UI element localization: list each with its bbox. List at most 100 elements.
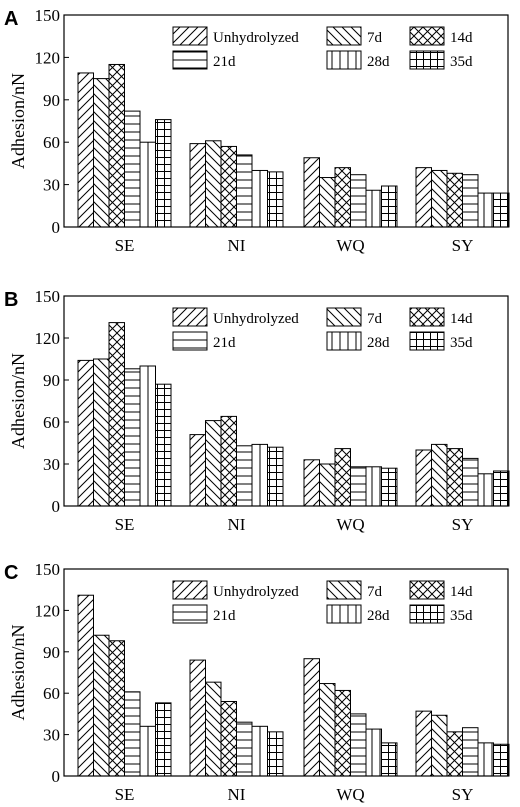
bar-35d-ni (267, 731, 284, 777)
y-tick-label: 0 (52, 767, 61, 786)
legend-swatch-28d (326, 50, 362, 70)
legend-label: 21d (213, 54, 236, 70)
x-category-label: SE (115, 515, 135, 534)
bar-14d-se (108, 322, 125, 507)
y-tick-label: 30 (43, 455, 60, 474)
bar-21d-ni (236, 445, 253, 507)
legend-swatch-unhydrolyzed (172, 26, 208, 46)
x-category-label: SY (452, 236, 474, 255)
y-tick-label: 120 (35, 329, 61, 348)
bar-28d-se (139, 365, 156, 507)
legend-label: 14d (450, 584, 473, 600)
y-axis-label: Adhesion/nN (8, 353, 28, 449)
bar-28d-se (139, 141, 156, 228)
bar-7d-wq (319, 683, 336, 777)
bar-35d-wq (381, 185, 398, 228)
bar-28d-ni (251, 725, 268, 777)
bar-35d-wq (381, 467, 398, 507)
bar-21d-sy (462, 727, 479, 777)
bar-21d-se (124, 691, 141, 777)
bar-28d-sy (477, 742, 494, 777)
legend: Unhydrolyzed 7d 14d 21d 28d 35d (172, 307, 473, 351)
bar-35d-sy (493, 470, 510, 507)
bar-7d-se (93, 358, 110, 507)
x-category-label: NI (228, 515, 246, 534)
y-tick-label: 150 (35, 560, 61, 579)
legend-swatch-28d (326, 604, 362, 624)
bar-28d-wq (365, 189, 382, 228)
bar-unhydrolyzed-se (77, 594, 94, 777)
y-tick-label: 150 (35, 6, 61, 25)
bar-35d-se (155, 702, 172, 777)
x-category-label: NI (228, 785, 246, 804)
bar-28d-sy (477, 192, 494, 228)
legend-swatch-21d (172, 50, 208, 70)
legend-label: 35d (450, 335, 473, 351)
y-tick-label: 60 (43, 413, 60, 432)
bar-35d-sy (493, 743, 510, 777)
bar-unhydrolyzed-wq (303, 157, 320, 228)
bar-7d-se (93, 634, 110, 777)
bar-21d-se (124, 368, 141, 507)
legend-swatch-28d (326, 331, 362, 351)
bar-28d-sy (477, 473, 494, 507)
x-category-label: WQ (336, 785, 364, 804)
legend-swatch-7d (326, 307, 362, 327)
bar-21d-sy (462, 174, 479, 228)
y-tick-label: 0 (52, 497, 61, 516)
bar-14d-wq (334, 167, 351, 228)
legend-label: 21d (213, 335, 236, 351)
bar-unhydrolyzed-se (77, 72, 94, 228)
legend-label: Unhydrolyzed (213, 311, 299, 327)
legend-swatch-35d (409, 604, 445, 624)
bar-14d-sy (446, 172, 463, 228)
bar-21d-sy (462, 457, 479, 507)
panel-letter: B (4, 289, 18, 311)
bar-unhydrolyzed-wq (303, 459, 320, 507)
bar-28d-ni (251, 169, 268, 228)
bar-7d-ni (205, 140, 222, 228)
bar-unhydrolyzed-ni (189, 434, 206, 507)
plot-frame (63, 295, 509, 507)
legend-label: 28d (367, 335, 390, 351)
bar-14d-ni (220, 700, 237, 777)
bar-28d-se (139, 725, 156, 777)
legend: Unhydrolyzed 7d 14d 21d 28d 35d (172, 580, 473, 624)
bar-14d-wq (334, 448, 351, 507)
bar-7d-wq (319, 177, 336, 228)
y-tick-label: 30 (43, 176, 60, 195)
bar-7d-ni (205, 420, 222, 507)
legend-swatch-7d (326, 580, 362, 600)
x-category-label: WQ (336, 236, 364, 255)
bar-14d-ni (220, 145, 237, 228)
legend-label: 7d (367, 311, 383, 327)
chart-panel-c: C Adhesion/nN 0 30 60 90 120 150 SE NI WQ SY Unhydro… (4, 560, 510, 804)
legend-swatch-35d (409, 331, 445, 351)
legend-swatch-14d (409, 580, 445, 600)
bar-21d-wq (350, 713, 367, 777)
legend: Unhydrolyzed 7d 14d 21d 28d 35d (172, 26, 473, 70)
y-tick-label: 60 (43, 133, 60, 152)
panel-letter: C (4, 562, 18, 584)
bar-21d-ni (236, 154, 253, 228)
legend-label: 35d (450, 608, 473, 624)
bar-14d-sy (446, 731, 463, 777)
bar-14d-se (108, 63, 125, 228)
legend-label: 35d (450, 54, 473, 70)
bar-21d-wq (350, 466, 367, 507)
bar-7d-sy (431, 714, 448, 777)
legend-label: 7d (367, 30, 383, 46)
panel-letter: A (4, 8, 18, 30)
legend-swatch-21d (172, 331, 208, 351)
bar-14d-sy (446, 448, 463, 507)
x-category-label: SY (452, 785, 474, 804)
legend-swatch-14d (409, 26, 445, 46)
bar-unhydrolyzed-sy (415, 167, 432, 228)
y-tick-label: 120 (35, 601, 61, 620)
y-axis-label: Adhesion/nN (8, 73, 28, 169)
bar-7d-wq (319, 463, 336, 507)
y-axis-label: Adhesion/nN (8, 625, 28, 721)
bar-21d-wq (350, 174, 367, 228)
chart-panel-b: B Adhesion/nN 0 30 60 90 120 150 SE NI WQ SY Unhydro… (4, 287, 510, 534)
